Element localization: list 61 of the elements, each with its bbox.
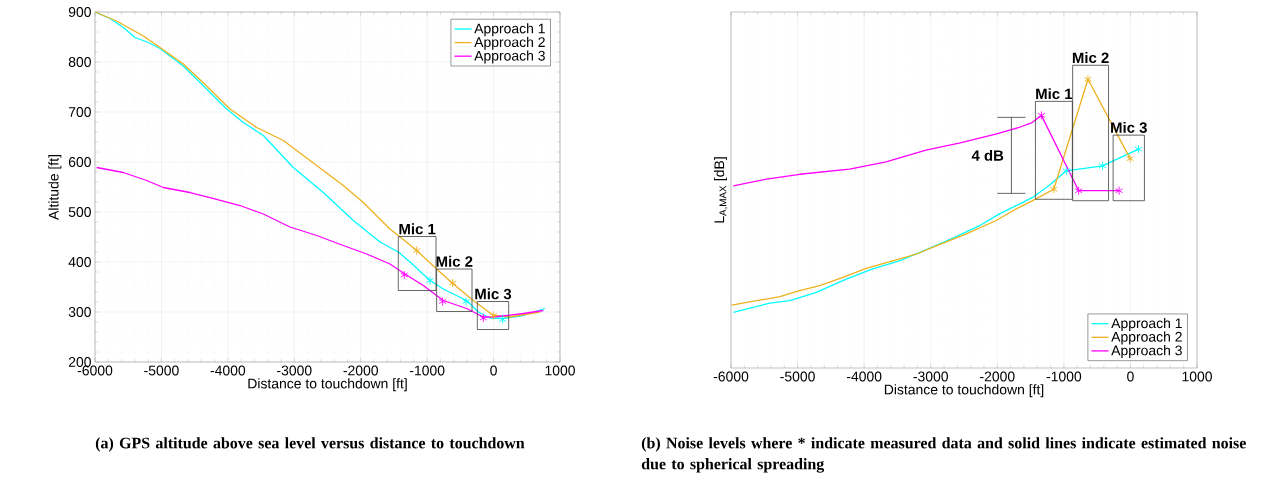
point xyxy=(1126,154,1134,164)
x-tick-label: -5000 xyxy=(780,371,815,382)
annotation: Mic 1 xyxy=(399,223,436,235)
y-tick-label: 500 xyxy=(68,207,91,217)
legend-label: Approach 2 xyxy=(474,36,545,50)
text: Mic 2 xyxy=(1072,52,1109,64)
x-tick-label: -4000 xyxy=(846,371,882,382)
point xyxy=(479,313,488,323)
x-tick-label: -3000 xyxy=(913,371,949,382)
x-tick-label: -2000 xyxy=(343,365,379,376)
annotation: Mic 3 xyxy=(475,288,512,300)
point xyxy=(400,270,409,280)
point xyxy=(1037,110,1046,120)
y-tick-label: 400 xyxy=(68,257,91,267)
point xyxy=(412,246,421,255)
annotation: Mic 1 xyxy=(1036,88,1073,100)
x-tick-label: -2000 xyxy=(980,371,1015,382)
point xyxy=(1074,186,1083,196)
legend-label: Approach 3 xyxy=(1111,345,1182,359)
x-tick-label: -5000 xyxy=(144,365,179,376)
point xyxy=(1062,166,1071,176)
x-tick-label: -3000 xyxy=(277,365,312,376)
point xyxy=(1049,184,1058,194)
legend-label: Approach 1 xyxy=(1111,317,1182,331)
point xyxy=(489,311,498,320)
x-tick-label: -1000 xyxy=(1046,371,1082,382)
annotation: 4 dB xyxy=(971,149,1004,161)
y-tick-label: 900 xyxy=(68,7,91,17)
text: (b) Noise levels where * indicate measured data and solid lines indicate estimated noise due to spherical spreading xyxy=(641,437,1246,473)
y-axis-title: Altitude [ft] xyxy=(48,155,62,220)
point xyxy=(448,278,457,288)
point xyxy=(1084,74,1092,84)
legend-label: Approach 1 xyxy=(474,23,545,37)
x-tick-label: 0 xyxy=(490,365,497,376)
line-series xyxy=(96,166,544,318)
legend-label: Approach 3 xyxy=(474,50,545,64)
x-axis-title: Distance to touchdown [ft] xyxy=(884,384,1044,398)
x-axis-title: Distance to touchdown [ft] xyxy=(248,378,407,392)
y-tick-label: 200 xyxy=(68,357,91,367)
legend-label: Approach 2 xyxy=(1111,331,1182,345)
point xyxy=(498,315,507,324)
y-tick-label: 600 xyxy=(68,157,91,167)
x-tick-label: 0 xyxy=(1127,371,1134,382)
text: (a) GPS altitude above sea level versus distance to touchdown xyxy=(95,437,525,452)
x-tick-label: -6000 xyxy=(713,371,749,382)
y-tick-label: 700 xyxy=(68,107,91,117)
y-tick-label: 800 xyxy=(68,57,91,67)
y-axis-title: L$_{A,MAX}$ [dB] xyxy=(713,157,728,223)
point xyxy=(1098,161,1107,171)
x-tick-label: -4000 xyxy=(210,365,246,376)
y-tick-label: 300 xyxy=(68,307,91,317)
x-tick-label: -6000 xyxy=(77,365,113,376)
point xyxy=(1115,186,1124,196)
x-tick-label: 1000 xyxy=(545,365,575,376)
point xyxy=(438,297,447,306)
point xyxy=(1134,144,1143,154)
point xyxy=(462,297,470,306)
point xyxy=(426,276,434,285)
annotation: Mic 2 xyxy=(436,255,473,267)
x-tick-label: 1000 xyxy=(1182,371,1212,382)
x-tick-label: -1000 xyxy=(409,365,445,376)
